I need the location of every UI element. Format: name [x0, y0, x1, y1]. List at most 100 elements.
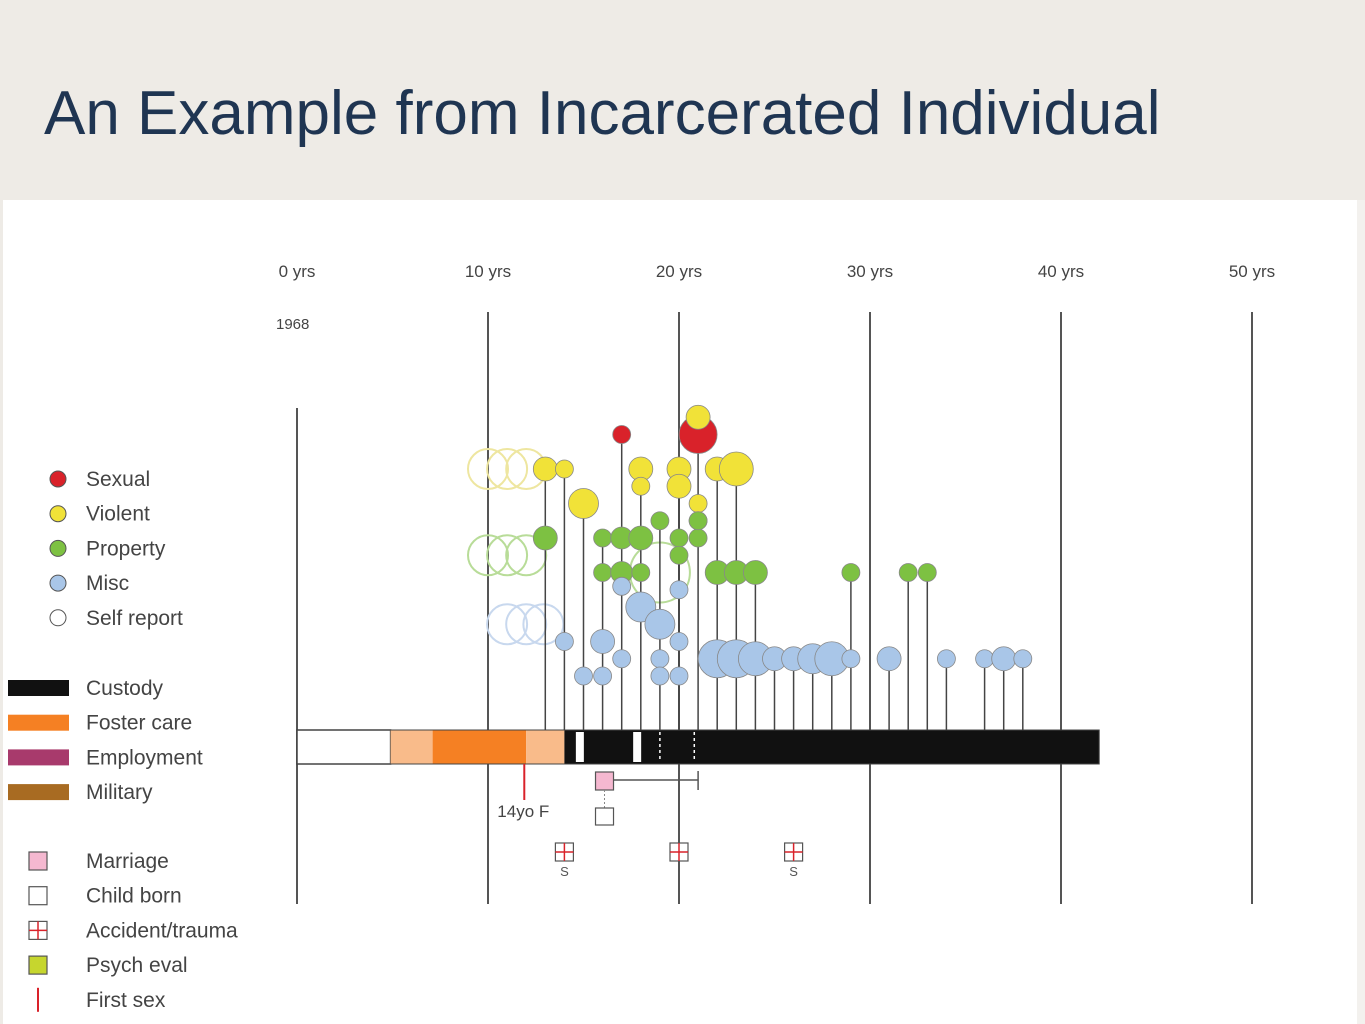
event-circle-misc-56 [991, 646, 1017, 672]
legend-label-property: Property [86, 537, 166, 560]
event-circle-misc-57 [1013, 649, 1033, 669]
x-tick-label-50: 50 yrs [1229, 262, 1275, 281]
event-circle-misc-21 [644, 608, 676, 640]
right-edge-strip [1357, 200, 1365, 1024]
event-circle-misc-9 [593, 666, 612, 686]
legend-label-self_report: Self report [86, 607, 183, 630]
event-circle-property-18 [631, 563, 651, 582]
event-circle-misc-29 [669, 632, 689, 651]
accident-label-2: S [789, 864, 798, 879]
legend-label-misc: Misc [86, 572, 129, 595]
event-circle-misc-14 [612, 649, 632, 669]
period-bar-foster_light-3 [526, 730, 565, 764]
legend-label-military: Military [86, 781, 153, 804]
self-report-circle-property-1-0 [467, 534, 509, 577]
custody-gap-1 [633, 732, 642, 762]
x-tick-label-10: 10 yrs [465, 262, 511, 281]
legend-swatch-child [28, 886, 48, 906]
custody-gap-0 [575, 732, 584, 762]
legend-label-sexual: Sexual [86, 468, 150, 491]
x-tick-label-30: 30 yrs [847, 262, 893, 281]
start-year-label: 1968 [276, 316, 309, 333]
slide-header: An Example from Incarcerated Individual [0, 0, 1365, 200]
event-circle-property-43 [743, 560, 768, 585]
self-report-circle-misc-2-2 [522, 603, 565, 646]
legend-label-foster: Foster care [86, 712, 192, 735]
legend-label-accident: Accident/trauma [86, 919, 238, 942]
event-circle-property-7 [593, 563, 612, 582]
period-bar-outline [296, 729, 1100, 765]
event-circle-violent-0 [532, 456, 558, 482]
event-circle-misc-3 [555, 632, 574, 651]
legend-label-employment: Employment [86, 746, 203, 769]
event-circle-property-50 [841, 563, 861, 582]
event-circle-misc-30 [669, 666, 689, 686]
event-circle-property-36 [688, 511, 708, 531]
legend-swatch-misc [49, 574, 67, 592]
event-circle-property-17 [628, 525, 654, 551]
legend-label-violent: Violent [86, 503, 150, 526]
event-circle-misc-28 [669, 580, 689, 600]
x-tick-label-40: 40 yrs [1038, 262, 1084, 281]
legend-swatch-foster [8, 714, 69, 731]
event-circle-violent-40 [718, 451, 754, 487]
legend-label-psych: Psych eval [86, 954, 188, 977]
legend-label-child: Child born [86, 885, 182, 908]
event-circle-violent-32 [685, 404, 711, 430]
event-circle-property-35 [688, 528, 708, 548]
event-circle-property-52 [898, 563, 918, 582]
event-circle-property-20 [650, 511, 670, 531]
x-tick-label-0: 0 yrs [279, 262, 316, 281]
marriage-marker [594, 771, 615, 791]
event-circle-misc-54 [937, 649, 956, 669]
legend-swatch-marriage [28, 851, 48, 871]
event-circle-violent-25 [666, 473, 692, 499]
legend-label-first_sex: First sex [86, 989, 166, 1012]
event-circle-property-6 [593, 528, 612, 548]
legend-swatch-psych [28, 955, 48, 975]
event-circle-misc-13 [612, 576, 632, 596]
legend-label-custody: Custody [86, 677, 164, 700]
legend-swatch-property [49, 539, 67, 557]
child-born-marker-0 [594, 807, 615, 826]
period-bar-custody-4 [564, 730, 1100, 764]
event-circle-misc-8 [590, 629, 615, 654]
event-circle-violent-33 [688, 494, 708, 513]
event-circle-property-1 [532, 525, 558, 551]
x-tick-label-20: 20 yrs [656, 262, 702, 281]
self-report-circle-violent-0-1 [486, 448, 529, 490]
self-report-circle-violent-0-0 [467, 448, 509, 490]
event-circle-property-53 [917, 563, 937, 582]
slide-title: An Example from Incarcerated Individual [44, 79, 1161, 148]
event-circle-violent-16 [631, 476, 651, 496]
event-circle-misc-5 [574, 666, 593, 686]
period-bar-foster-2 [432, 730, 527, 764]
event-circle-misc-23 [650, 666, 670, 686]
event-circle-property-26 [669, 528, 689, 548]
event-circle-violent-2 [555, 459, 574, 479]
legend-swatch-military [8, 784, 69, 801]
period-bar-none-0 [296, 729, 392, 765]
event-circle-misc-22 [650, 649, 670, 669]
legend-swatch-employment [8, 749, 69, 766]
event-circle-violent-4 [568, 488, 599, 519]
event-circle-misc-55 [975, 649, 994, 669]
event-circle-misc-49 [841, 649, 861, 669]
legend-swatch-violent [49, 505, 67, 523]
self-report-circle-property-1-2 [505, 534, 548, 577]
left-edge-strip [0, 200, 3, 1024]
event-circle-property-27 [669, 545, 689, 565]
self-report-circle-misc-2-1 [505, 603, 548, 646]
legend-swatch-self_report [49, 609, 67, 627]
event-circle-misc-51 [876, 646, 902, 672]
period-bar-foster_light-1 [390, 730, 433, 764]
legend-label-marriage: Marriage [86, 850, 169, 873]
self-report-circle-misc-2-0 [486, 603, 529, 646]
accident-label-0: S [560, 864, 569, 879]
legend-swatch-sexual [49, 470, 67, 488]
legend-swatch-custody [8, 680, 69, 696]
first-sex-label: 14yo F [497, 802, 549, 821]
event-circle-sexual-10 [612, 425, 632, 444]
self-report-circle-property-1-1 [486, 534, 529, 577]
